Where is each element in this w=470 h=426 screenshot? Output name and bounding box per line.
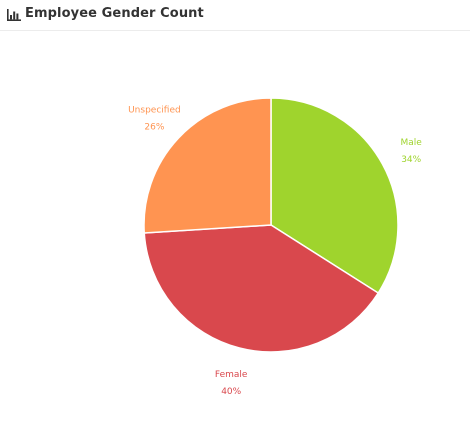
widget-header: Employee Gender Count bbox=[0, 0, 470, 31]
slice-label-unspecified: Unspecified 26% bbox=[128, 106, 181, 133]
slice-label-name: Female bbox=[215, 370, 248, 380]
slice-label-percent: 40% bbox=[221, 387, 241, 397]
slice-label-percent: 34% bbox=[401, 155, 421, 165]
slice-label-female: Female 40% bbox=[215, 370, 248, 397]
slice-label-name: Male bbox=[401, 138, 423, 148]
bar-chart-icon bbox=[7, 9, 21, 21]
slice-label-male: Male 34% bbox=[401, 138, 423, 165]
pie-chart: Male 34% Female 40% Unspecified 26% bbox=[128, 97, 423, 397]
pie-slice-female[interactable] bbox=[143, 224, 380, 353]
pie-slice-unspecified[interactable] bbox=[143, 97, 272, 234]
widget-title: Employee Gender Count bbox=[25, 6, 204, 21]
slice-label-name: Unspecified bbox=[128, 106, 181, 116]
chart-area: Male 34% Female 40% Unspecified 26% bbox=[0, 31, 470, 422]
slice-label-percent: 26% bbox=[144, 123, 164, 133]
